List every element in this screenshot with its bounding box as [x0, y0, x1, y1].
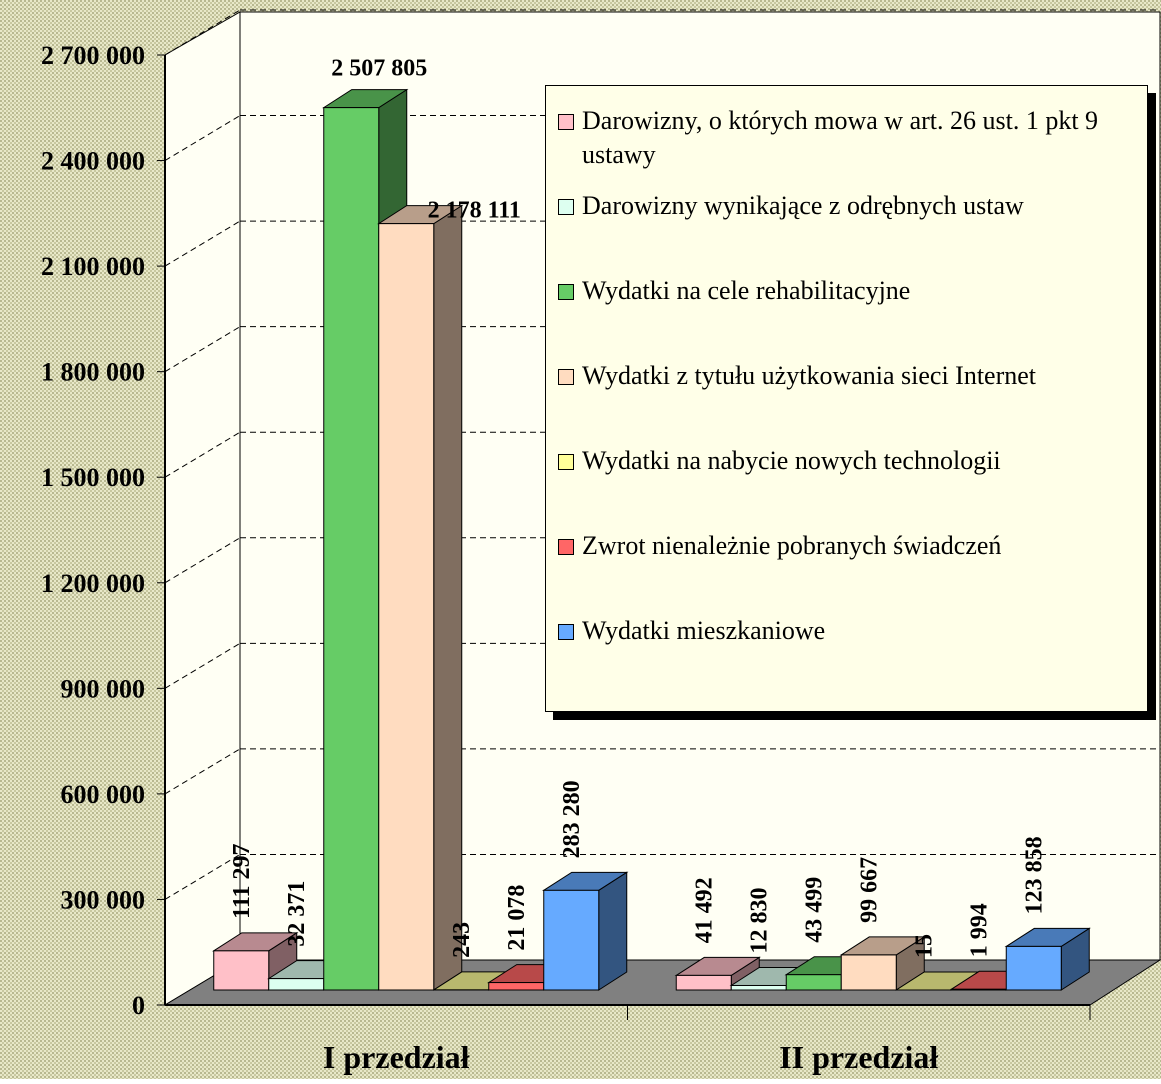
- legend-item: Darowizny wynikające z odrębnych ustaw: [558, 189, 1147, 274]
- value-label: 111 297: [229, 843, 255, 918]
- value-label: 243: [449, 922, 475, 958]
- bar: [214, 951, 269, 990]
- bar: [951, 989, 1006, 990]
- legend-label: Zwrot nienależnie pobranych świadczeń: [582, 529, 1001, 563]
- bar: [544, 890, 599, 990]
- legend-swatch: [558, 539, 574, 555]
- legend-swatch: [558, 284, 574, 300]
- legend-item: Zwrot nienależnie pobranych świadczeń: [558, 529, 1147, 614]
- y-tick-label: 900 000: [61, 674, 146, 703]
- value-label: 99 667: [857, 857, 883, 923]
- y-tick-label: 600 000: [61, 780, 146, 809]
- legend-item: Wydatki mieszkaniowe: [558, 614, 1147, 699]
- y-tick-label: 2 100 000: [41, 252, 145, 281]
- legend-item: Wydatki z tytułu użytkowania sieci Inter…: [558, 359, 1147, 444]
- legend-swatch: [558, 114, 574, 130]
- x-tick-label: I przedział: [323, 1039, 470, 1075]
- bar: [676, 975, 731, 990]
- bar: [841, 955, 896, 990]
- bar: [324, 108, 379, 990]
- legend-label: Wydatki mieszkaniowe: [582, 614, 825, 648]
- value-label: 1 994: [967, 903, 993, 957]
- bar: [379, 224, 434, 990]
- value-label: 15: [912, 934, 938, 958]
- value-label: 283 280: [559, 780, 585, 858]
- legend-label: Wydatki na nabycie nowych technologii: [582, 444, 1001, 478]
- value-label: 2 507 805: [331, 56, 427, 82]
- legend-label: Wydatki z tytułu użytkowania sieci Inter…: [582, 359, 1036, 393]
- value-label: 2 178 111: [428, 198, 521, 224]
- bar: [731, 985, 786, 990]
- value-label: 41 492: [692, 877, 718, 943]
- bar: [786, 975, 841, 990]
- bar-side: [434, 206, 462, 990]
- y-tick-label: 2 400 000: [41, 147, 145, 176]
- y-tick-label: 1 800 000: [41, 358, 145, 387]
- bar: [1006, 946, 1061, 990]
- legend-item: Darowizny, o których mowa w art. 26 ust.…: [558, 104, 1147, 189]
- legend-swatch: [558, 624, 574, 640]
- y-tick-label: 300 000: [61, 885, 146, 914]
- value-label: 123 858: [1022, 836, 1048, 914]
- value-label: 12 830: [747, 887, 773, 953]
- legend-item: Wydatki na cele rehabilitacyjne: [558, 274, 1147, 359]
- legend-label: Darowizny, o których mowa w art. 26 ust.…: [582, 104, 1147, 172]
- bar: [269, 979, 324, 990]
- value-label: 32 371: [284, 881, 310, 947]
- legend-swatch: [558, 369, 574, 385]
- y-tick-label: 1 200 000: [41, 569, 145, 598]
- y-tick-label: 0: [132, 991, 145, 1020]
- value-label: 21 078: [504, 885, 530, 951]
- legend-item: Wydatki na nabycie nowych technologii: [558, 444, 1147, 529]
- legend-label: Wydatki na cele rehabilitacyjne: [582, 274, 910, 308]
- legend-swatch: [558, 454, 574, 470]
- y-tick-label: 2 700 000: [41, 41, 145, 70]
- bar: [489, 983, 544, 990]
- value-label: 43 499: [802, 877, 828, 943]
- legend-swatch: [558, 199, 574, 215]
- y-tick-label: 1 500 000: [41, 463, 145, 492]
- x-tick-label: II przedział: [779, 1039, 938, 1075]
- bar-side: [599, 872, 627, 990]
- legend-label: Darowizny wynikające z odrębnych ustaw: [582, 189, 1024, 223]
- legend: Darowizny, o których mowa w art. 26 ust.…: [545, 85, 1148, 712]
